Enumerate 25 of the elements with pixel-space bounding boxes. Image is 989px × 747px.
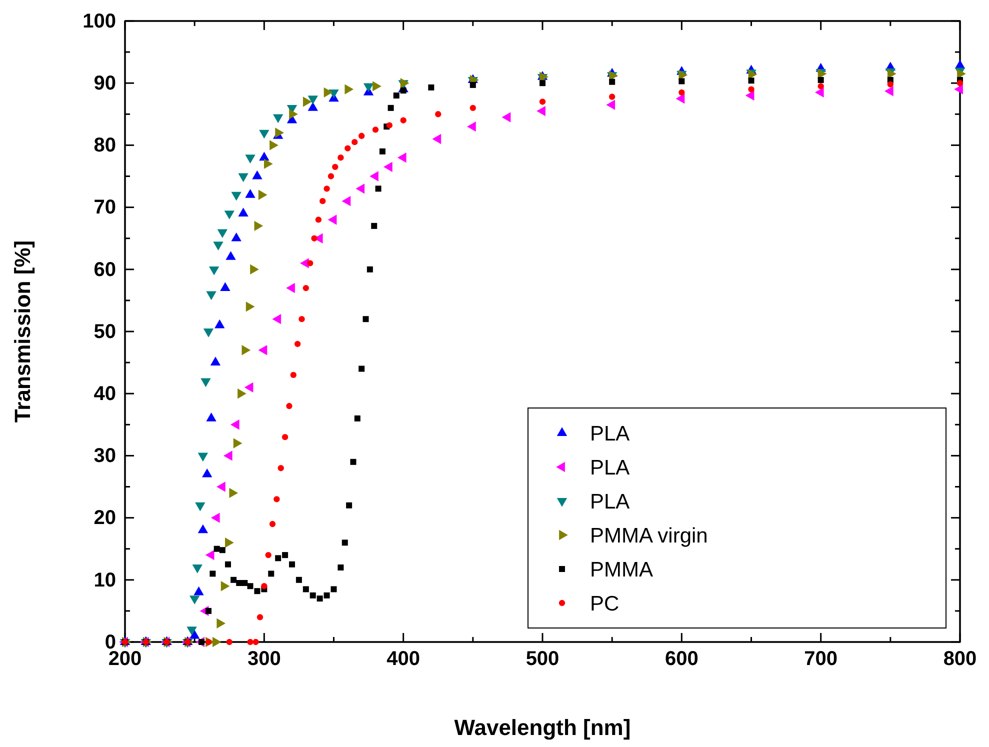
y-tick-label: 40	[94, 383, 116, 405]
y-tick-label: 90	[94, 72, 116, 94]
y-tick-label: 80	[94, 134, 116, 157]
x-axis-title: Wavelength [nm]	[454, 715, 631, 740]
y-tick-label: 70	[94, 196, 116, 219]
y-tick-label: 60	[94, 258, 116, 281]
legend-label: PMMA	[590, 558, 653, 582]
x-tick-label: 300	[247, 648, 281, 670]
x-tick-label: 800	[943, 648, 977, 670]
x-tick-label: 500	[526, 648, 560, 670]
legend-label: PC	[590, 592, 620, 616]
x-tick-label: 600	[664, 648, 698, 670]
y-axis-title: Transmission [%]	[10, 240, 35, 423]
x-tick-label: 200	[108, 648, 142, 670]
y-tick-label: 30	[94, 445, 116, 468]
legend-label: PLA	[590, 490, 630, 514]
y-tick-label: 100	[82, 10, 116, 32]
legend-label: PLA	[590, 456, 630, 480]
x-tick-label: 700	[804, 648, 838, 670]
legend-label: PMMA virgin	[590, 524, 708, 548]
y-tick-label: 10	[94, 569, 116, 592]
y-tick-label: 50	[94, 320, 116, 343]
x-tick-label: 400	[386, 648, 420, 670]
y-tick-label: 20	[94, 507, 116, 530]
legend-label: PLA	[590, 422, 630, 446]
